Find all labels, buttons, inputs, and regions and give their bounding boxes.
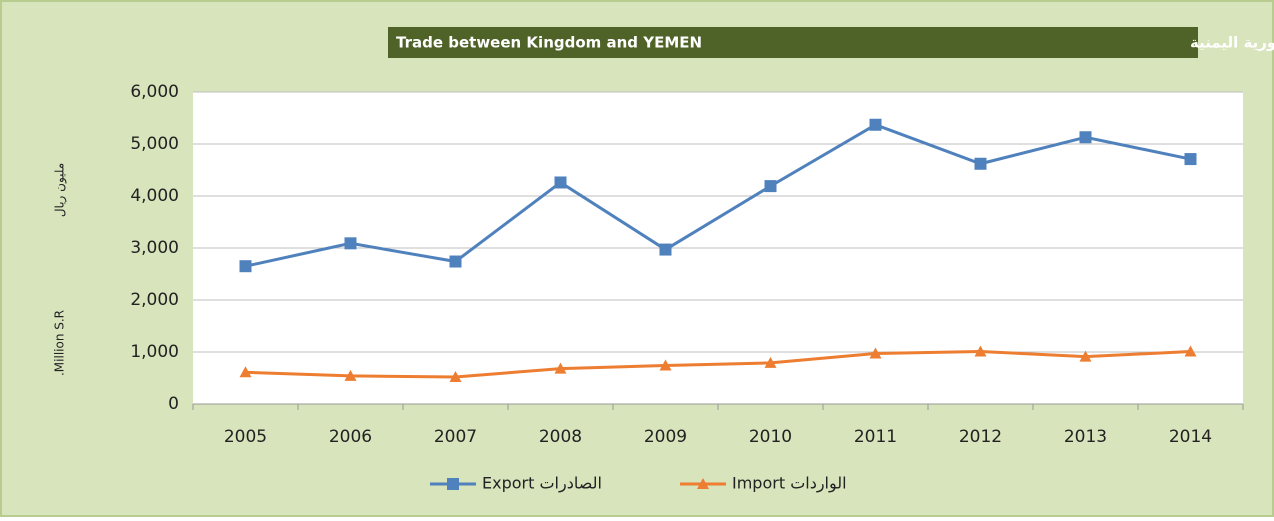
legend-label: Export الصادرات xyxy=(482,474,602,494)
series-line xyxy=(245,349,1191,379)
data-point xyxy=(449,370,462,382)
y-tick-label: 6,000 xyxy=(130,82,179,102)
data-point xyxy=(1184,345,1197,357)
chart-title-ar: التبادل التجاري بين المملكة و الجمهورية … xyxy=(1190,34,1274,53)
data-point xyxy=(239,260,252,273)
data-point xyxy=(659,359,672,371)
data-point xyxy=(659,243,672,256)
y-tick-label: 0 xyxy=(168,394,179,414)
x-tick-label: 2009 xyxy=(644,427,687,447)
x-tick-label: 2014 xyxy=(1169,427,1212,447)
title-box xyxy=(388,27,1198,58)
data-point xyxy=(764,356,777,368)
data-point xyxy=(554,362,567,374)
data-point xyxy=(344,369,357,381)
y-axis-label: .Million S.R xyxy=(53,310,67,376)
x-tick-label: 2012 xyxy=(959,427,1002,447)
y-tick-label: 5,000 xyxy=(130,134,179,154)
data-point xyxy=(974,345,987,357)
x-tick-label: 2011 xyxy=(854,427,897,447)
y-tick-label: 1,000 xyxy=(130,342,179,362)
data-point xyxy=(554,176,567,189)
legend-label: Import الواردات xyxy=(732,474,847,494)
data-point xyxy=(344,237,357,250)
x-tick-label: 2007 xyxy=(434,427,477,447)
x-tick-label: 2005 xyxy=(224,427,267,447)
series-line xyxy=(245,123,1191,268)
data-point xyxy=(239,366,252,378)
y-tick-label: 3,000 xyxy=(130,238,179,258)
y-tick-label: 2,000 xyxy=(130,290,179,310)
data-point xyxy=(869,347,882,359)
y-tick-label: 4,000 xyxy=(130,186,179,206)
chart-title: Trade between Kingdom and YEMEN xyxy=(396,34,702,52)
data-point xyxy=(1184,153,1197,166)
data-point xyxy=(1079,350,1092,362)
x-tick-label: 2013 xyxy=(1064,427,1107,447)
data-point xyxy=(869,118,882,131)
data-point xyxy=(1079,131,1092,144)
x-tick-label: 2006 xyxy=(329,427,372,447)
x-tick-label: 2008 xyxy=(539,427,582,447)
legend-marker xyxy=(447,478,459,490)
data-point xyxy=(764,180,777,193)
legend-marker xyxy=(697,478,709,489)
data-point xyxy=(974,157,987,170)
data-point xyxy=(449,255,462,268)
y-axis-label-ar: مليون ريال xyxy=(53,163,68,217)
x-tick-label: 2010 xyxy=(749,427,792,447)
